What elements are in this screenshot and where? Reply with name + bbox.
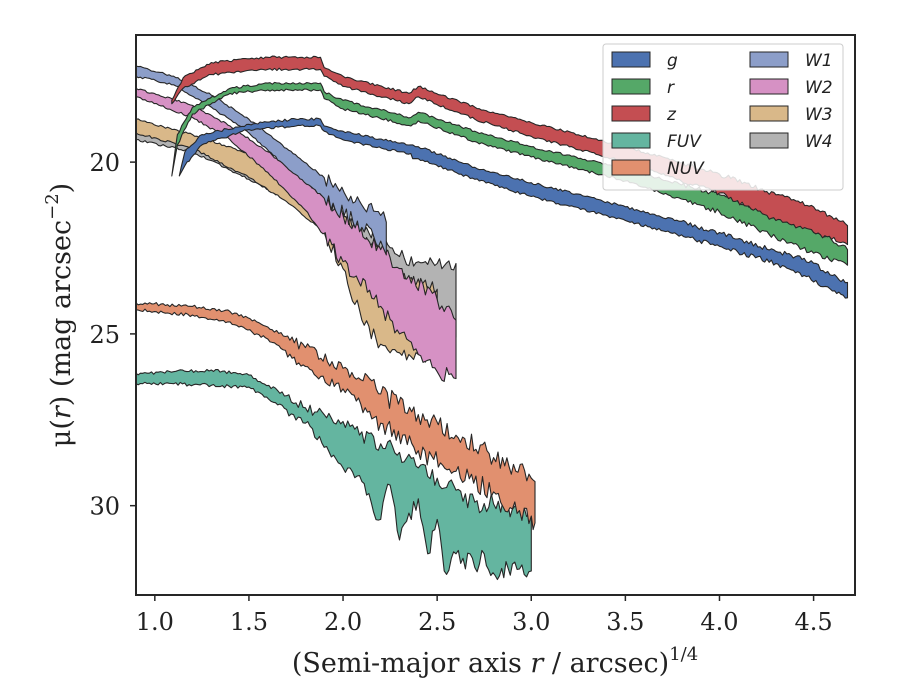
legend-swatch-fuv bbox=[611, 132, 651, 149]
y-axis-title-var: r bbox=[46, 404, 77, 419]
band-fuv bbox=[135, 368, 532, 581]
legend-label-g: g bbox=[667, 51, 678, 71]
profile-bands bbox=[135, 55, 849, 581]
x-axis-title-exponent: 1/4 bbox=[669, 644, 698, 665]
legend-swatch-w1 bbox=[749, 51, 789, 68]
legend-label-w3: W3 bbox=[805, 105, 833, 125]
y-tick-label: 20 bbox=[89, 149, 120, 177]
band-w1 bbox=[135, 65, 387, 256]
legend-swatch-nuv bbox=[611, 159, 651, 176]
x-tick-label: 3.5 bbox=[606, 608, 644, 636]
x-axis-title-pre: (Semi-major axis bbox=[292, 648, 531, 679]
band-r bbox=[171, 81, 849, 266]
band-g bbox=[178, 117, 849, 299]
x-tick-label: 2.5 bbox=[418, 608, 456, 636]
x-tick-label: 1.5 bbox=[230, 608, 268, 636]
y-axis-ticks: 20 25 30 bbox=[89, 149, 136, 521]
legend-label-w2: W2 bbox=[805, 78, 833, 98]
x-axis-ticks: 1.0 1.5 2.0 2.5 3.0 3.5 4.0 4.5 bbox=[136, 595, 833, 636]
y-tick-label: 25 bbox=[89, 321, 120, 349]
y-tick-label: 30 bbox=[89, 493, 120, 521]
legend-label-z: z bbox=[666, 105, 677, 125]
y-axis-title-mid: ) (mag arcsec bbox=[46, 220, 77, 406]
legend-swatch-w2 bbox=[749, 78, 789, 95]
legend-swatch-w3 bbox=[749, 105, 789, 122]
y-axis-title-exponent: −2 bbox=[42, 193, 63, 220]
x-axis-title-var: r bbox=[530, 648, 545, 679]
legend-label-w4: W4 bbox=[805, 132, 833, 152]
x-axis-title: (Semi-major axis r / arcsec)1/4 bbox=[292, 644, 698, 679]
plot-frame bbox=[135, 34, 856, 596]
legend-swatch-z bbox=[611, 105, 651, 122]
y-axis-title-end: ) bbox=[46, 183, 77, 194]
x-tick-label: 3.0 bbox=[512, 608, 550, 636]
y-axis-title-mu: μ( bbox=[46, 419, 77, 447]
legend: grz FUV NUV W1 W2 W3 W4 bbox=[602, 43, 844, 191]
x-tick-label: 2.0 bbox=[324, 608, 362, 636]
y-axis-title: μ(r) (mag arcsec−2) bbox=[42, 183, 77, 447]
legend-label-nuv: NUV bbox=[667, 159, 705, 179]
band-nuv bbox=[135, 302, 536, 531]
x-axis-title-post: / arcsec) bbox=[543, 648, 669, 679]
legend-swatch-r bbox=[611, 78, 651, 95]
legend-label-fuv: FUV bbox=[667, 132, 702, 152]
band-z bbox=[171, 55, 849, 246]
legend-label-w1: W1 bbox=[805, 51, 833, 71]
x-tick-label: 1.0 bbox=[136, 608, 174, 636]
x-tick-label: 4.5 bbox=[795, 608, 833, 636]
x-tick-label: 4.0 bbox=[700, 608, 738, 636]
legend-swatch-w4 bbox=[749, 132, 789, 149]
band-w2 bbox=[135, 87, 457, 382]
legend-swatch-g bbox=[611, 51, 651, 68]
legend-label-r: r bbox=[667, 78, 675, 98]
